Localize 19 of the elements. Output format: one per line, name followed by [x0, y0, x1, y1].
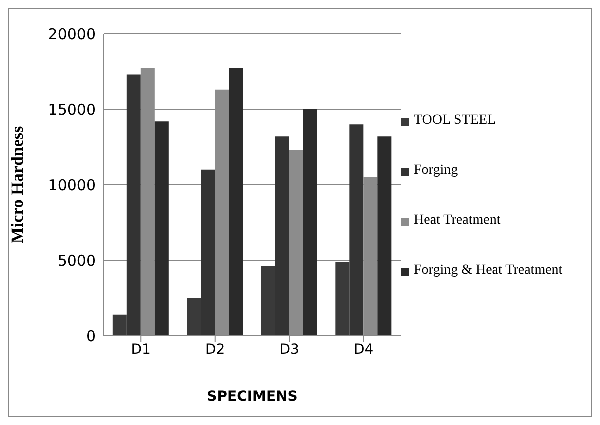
bar: [303, 110, 318, 336]
x-tick-label: D2: [206, 342, 226, 358]
x-axis-title: SPECIMENS: [207, 389, 298, 405]
bar: [378, 136, 392, 336]
x-tick-label: D3: [280, 342, 300, 358]
y-tick-label: 20000: [48, 25, 96, 44]
legend-label: Forging: [414, 162, 458, 178]
y-tick-label: 5000: [58, 252, 96, 270]
y-tick-label: 10000: [48, 176, 96, 194]
x-tick-label: D4: [354, 342, 374, 358]
y-tick-label: 15000: [48, 100, 96, 119]
x-tick-label: D1: [131, 342, 151, 358]
bar: [229, 68, 244, 336]
y-tick-label: 0: [86, 327, 96, 346]
y-axis-title: Micro Hardness: [8, 126, 28, 244]
legend-label: Forging & Heat Treatment: [414, 262, 563, 278]
legend-label: TOOL STEEL: [414, 112, 496, 128]
bar: [154, 122, 169, 336]
legend-label: Heat Treatment: [414, 212, 501, 228]
